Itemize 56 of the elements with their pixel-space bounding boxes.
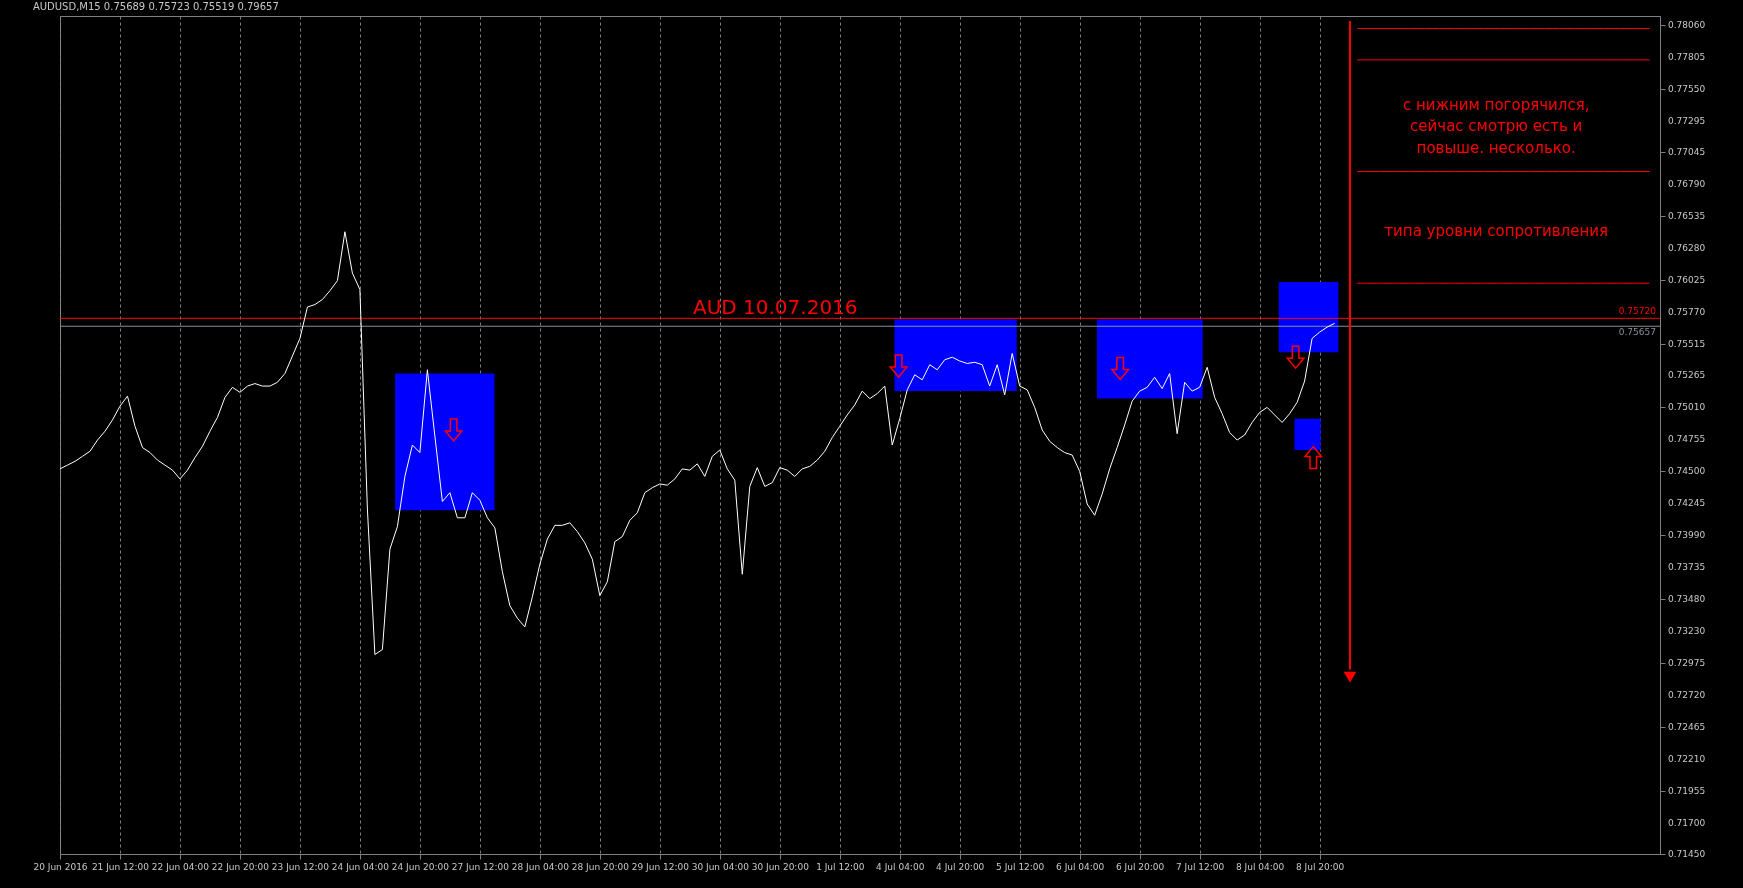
y-tick-label: 0.78060 <box>1668 19 1706 30</box>
y-tick-label: 0.73480 <box>1668 594 1706 605</box>
y-tick-label: 0.77295 <box>1668 115 1706 126</box>
x-tick-label: 23 Jun 12:00 <box>271 861 330 872</box>
y-tick-label: 0.72975 <box>1668 657 1706 668</box>
y-tick-label: 0.75010 <box>1668 402 1706 413</box>
x-tick-label: 4 Jul 04:00 <box>876 861 925 872</box>
y-tick-label: 0.72720 <box>1668 689 1706 700</box>
y-tick-label: 0.74755 <box>1668 434 1706 445</box>
y-tick-label: 0.74500 <box>1668 466 1706 477</box>
x-tick-label: 24 Jun 04:00 <box>331 861 390 872</box>
x-tick-label: 28 Jun 04:00 <box>511 861 570 872</box>
x-tick-label: 7 Jul 12:00 <box>1176 861 1225 872</box>
y-tick-label: 0.77550 <box>1668 83 1706 94</box>
y-tick-label: 0.77045 <box>1668 147 1706 158</box>
x-tick-label: 21 Jun 12:00 <box>91 861 150 872</box>
y-tick-label: 0.72210 <box>1668 753 1706 764</box>
y-tick-label: 0.71450 <box>1668 849 1706 859</box>
x-tick-label: 20 Jun 2016 <box>33 861 88 872</box>
x-tick-label: 1 Jul 12:00 <box>816 861 865 872</box>
x-tick-label: 5 Jul 12:00 <box>996 861 1045 872</box>
annotation: типа уровни сопротивления <box>1384 221 1608 240</box>
x-tick-label: 30 Jun 04:00 <box>691 861 750 872</box>
chart-title: AUDUSD,M15 0.75689 0.75723 0.75519 0.79657 <box>32 1 279 12</box>
y-tick-label: 0.77805 <box>1668 51 1706 62</box>
y-tick-label: 0.73230 <box>1668 625 1706 636</box>
y-tick-label: 0.76790 <box>1668 179 1706 190</box>
y-tick-label: 0.74245 <box>1668 498 1706 509</box>
y-tick-label: 0.76025 <box>1668 275 1706 286</box>
y-tick-label: 0.75515 <box>1668 339 1706 350</box>
x-tick-label: 6 Jul 20:00 <box>1116 861 1165 872</box>
y-tick-label: 0.72465 <box>1668 721 1706 732</box>
y-tick-label: 0.73990 <box>1668 530 1706 541</box>
annotation: с нижним погорячился, сейчас смотрю есть и повыше. несколько. <box>1402 95 1590 158</box>
y-tick-label: 0.73735 <box>1668 562 1706 573</box>
x-tick-label: 22 Jun 04:00 <box>151 861 210 872</box>
x-tick-label: 4 Jul 20:00 <box>936 861 985 872</box>
x-tick-label: 28 Jun 20:00 <box>571 861 630 872</box>
y-tick-label: 0.75265 <box>1668 370 1706 381</box>
x-tick-label: 30 Jun 20:00 <box>751 861 810 872</box>
line-series <box>60 231 1336 656</box>
annotation: AUD 10.07.2016 <box>692 295 858 320</box>
x-tick-label: 29 Jun 12:00 <box>631 861 690 872</box>
x-tick-label: 6 Jul 04:00 <box>1056 861 1105 872</box>
x-tick-label: 22 Jun 20:00 <box>211 861 270 872</box>
x-tick-label: 27 Jun 12:00 <box>451 861 510 872</box>
ref-line-label: 0.75720 <box>1618 306 1657 317</box>
ref-line-label: 0.75657 <box>1618 327 1656 338</box>
y-tick-label: 0.75770 <box>1668 307 1706 318</box>
y-tick-label: 0.76280 <box>1668 243 1706 254</box>
x-tick-label: 8 Jul 20:00 <box>1295 861 1345 872</box>
y-tick-label: 0.71700 <box>1668 817 1706 828</box>
x-tick-label: 8 Jul 04:00 <box>1236 861 1285 872</box>
x-tick-label: 24 Jun 20:00 <box>391 861 450 872</box>
y-tick-label: 0.71955 <box>1668 785 1706 796</box>
y-tick-label: 0.76535 <box>1668 211 1706 222</box>
